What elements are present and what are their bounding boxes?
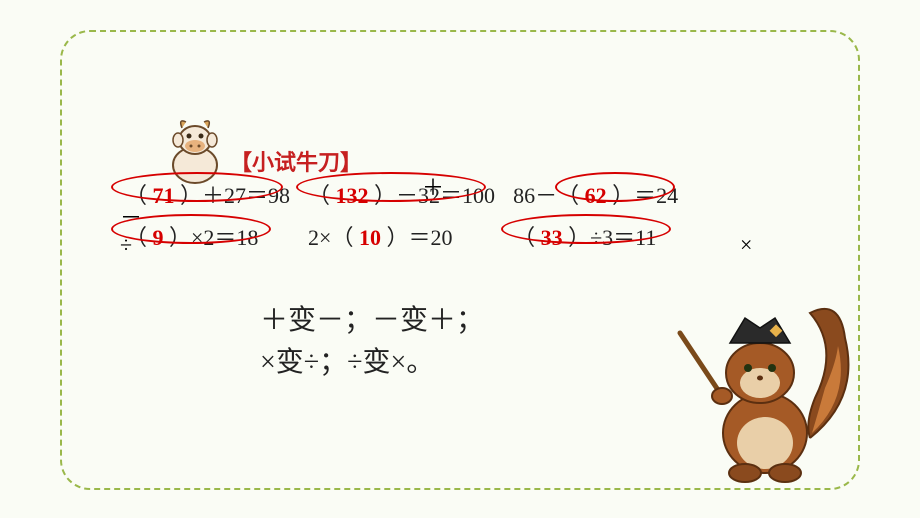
slide-content: 【小试牛刀】 ＋ － ÷ × （ 71 ）＋27＝98 （ 132 ）－32＝1… [0,0,920,518]
answer: 33 [541,225,563,250]
cell-r1c3: 86－（ 62 ）＝24 [505,174,686,214]
cell-r2c1: （ 9 ）×2＝18 [117,216,298,256]
text-pre: （ [125,183,147,208]
text-pre: 2×（ [308,225,353,250]
text-pre: （ [125,225,147,250]
math-problems: （ 71 ）＋27＝98 （ 132 ）－32＝100 86－（ 62 ）＝24… [115,172,688,258]
table-row: （ 9 ）×2＝18 2×（ 10 ）＝20 （ 33 ）÷3＝11 [117,216,686,256]
answer: 132 [336,183,369,208]
operator-multiply: × [740,232,752,258]
text-post: ）÷3＝11 [568,225,656,250]
cell-r1c2: （ 132 ）－32＝100 [300,174,503,214]
text-pre: （ [308,183,330,208]
text-post: ）＝20 [386,225,452,250]
text-pre: 86－（ [513,183,579,208]
cell-r1c1: （ 71 ）＋27＝98 [117,174,298,214]
text-post: ）＝24 [612,183,678,208]
answer: 62 [585,183,607,208]
text-pre: （ [513,225,535,250]
rules-text: ＋变－；－变＋； ×变÷；÷变×。 [260,300,484,384]
rules-line2: ×变÷；÷变×。 [260,342,484,384]
answer: 9 [153,225,164,250]
answer: 10 [359,225,381,250]
text-post: ）－32＝100 [374,183,495,208]
text-post: ）×2＝18 [169,225,258,250]
rules-line1: ＋变－；－变＋； [260,300,484,342]
cell-r2c3: （ 33 ）÷3＝11 [505,216,686,256]
squirrel-illustration [660,258,860,488]
table-row: （ 71 ）＋27＝98 （ 132 ）－32＝100 86－（ 62 ）＝24 [117,174,686,214]
cell-r2c2: 2×（ 10 ）＝20 [300,216,503,256]
text-post: ）＋27＝98 [180,183,290,208]
answer: 71 [153,183,175,208]
